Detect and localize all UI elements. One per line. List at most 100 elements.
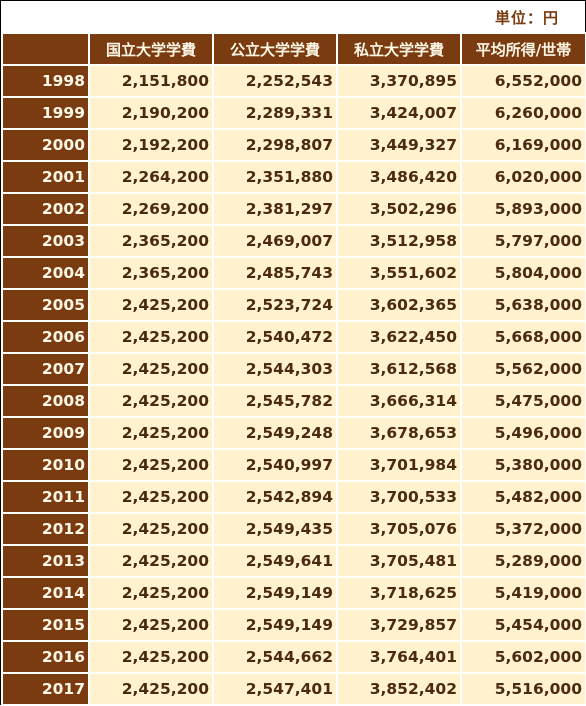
average-income-cell: 6,552,000 bbox=[460, 64, 586, 98]
private-tuition-cell: 3,705,076 bbox=[336, 512, 462, 546]
average-income-cell: 6,260,000 bbox=[460, 96, 586, 130]
year-cell: 2015 bbox=[1, 608, 90, 642]
public-tuition-cell: 2,540,472 bbox=[212, 320, 338, 354]
private-tuition-cell: 3,701,984 bbox=[336, 448, 462, 482]
national-tuition-cell: 2,425,200 bbox=[88, 512, 214, 546]
table-row: 2008 2,425,200 2,545,782 3,666,314 5,475,000 bbox=[1, 384, 586, 418]
year-cell: 2017 bbox=[1, 672, 90, 706]
year-cell: 2005 bbox=[1, 288, 90, 322]
year-cell: 2004 bbox=[1, 256, 90, 290]
private-tuition-cell: 3,678,653 bbox=[336, 416, 462, 450]
national-tuition-cell: 2,425,200 bbox=[88, 288, 214, 322]
year-cell: 2003 bbox=[1, 224, 90, 258]
table-row: 2011 2,425,200 2,542,894 3,700,533 5,482,000 bbox=[1, 480, 586, 514]
table-row: 2007 2,425,200 2,544,303 3,612,568 5,562,000 bbox=[1, 352, 586, 386]
table-row: 2005 2,425,200 2,523,724 3,602,365 5,638,000 bbox=[1, 288, 586, 322]
table-row: 2003 2,365,200 2,469,007 3,512,958 5,797,000 bbox=[1, 224, 586, 258]
unit-row: 単位：円 bbox=[1, 1, 585, 32]
private-tuition-cell: 3,852,402 bbox=[336, 672, 462, 706]
private-tuition-cell: 3,486,420 bbox=[336, 160, 462, 194]
unit-label: 単位：円 bbox=[494, 9, 559, 27]
private-tuition-cell: 3,370,895 bbox=[336, 64, 462, 98]
year-cell: 2013 bbox=[1, 544, 90, 578]
private-tuition-cell: 3,718,625 bbox=[336, 576, 462, 610]
average-income-cell: 5,475,000 bbox=[460, 384, 586, 418]
year-cell: 2010 bbox=[1, 448, 90, 482]
private-tuition-cell: 3,705,481 bbox=[336, 544, 462, 578]
year-cell: 2006 bbox=[1, 320, 90, 354]
average-income-cell: 5,496,000 bbox=[460, 416, 586, 450]
national-tuition-cell: 2,264,200 bbox=[88, 160, 214, 194]
average-income-cell: 5,419,000 bbox=[460, 576, 586, 610]
table-row: 2002 2,269,200 2,381,297 3,502,296 5,893,000 bbox=[1, 192, 586, 226]
public-tuition-cell: 2,544,662 bbox=[212, 640, 338, 674]
table-row: 2004 2,365,200 2,485,743 3,551,602 5,804,000 bbox=[1, 256, 586, 290]
national-tuition-cell: 2,151,800 bbox=[88, 64, 214, 98]
table-row: 2014 2,425,200 2,549,149 3,718,625 5,419,000 bbox=[1, 576, 586, 610]
header-corner bbox=[1, 32, 90, 66]
private-tuition-cell: 3,424,007 bbox=[336, 96, 462, 130]
table-row: 2015 2,425,200 2,549,149 3,729,857 5,454,000 bbox=[1, 608, 586, 642]
average-income-cell: 6,169,000 bbox=[460, 128, 586, 162]
national-tuition-cell: 2,365,200 bbox=[88, 256, 214, 290]
public-tuition-cell: 2,540,997 bbox=[212, 448, 338, 482]
average-income-cell: 5,516,000 bbox=[460, 672, 586, 706]
public-tuition-cell: 2,523,724 bbox=[212, 288, 338, 322]
table-row: 2000 2,192,200 2,298,807 3,449,327 6,169,000 bbox=[1, 128, 586, 162]
table-row: 1999 2,190,200 2,289,331 3,424,007 6,260,000 bbox=[1, 96, 586, 130]
year-cell: 2000 bbox=[1, 128, 90, 162]
private-tuition-cell: 3,602,365 bbox=[336, 288, 462, 322]
private-tuition-cell: 3,551,602 bbox=[336, 256, 462, 290]
public-tuition-cell: 2,547,401 bbox=[212, 672, 338, 706]
public-tuition-cell: 2,549,149 bbox=[212, 608, 338, 642]
private-tuition-cell: 3,666,314 bbox=[336, 384, 462, 418]
private-tuition-cell: 3,449,327 bbox=[336, 128, 462, 162]
national-tuition-cell: 2,425,200 bbox=[88, 352, 214, 386]
national-tuition-cell: 2,192,200 bbox=[88, 128, 214, 162]
table-body: 1998 2,151,800 2,252,543 3,370,895 6,552,000… bbox=[1, 64, 586, 706]
public-tuition-cell: 2,469,007 bbox=[212, 224, 338, 258]
table-row: 2012 2,425,200 2,549,435 3,705,076 5,372,000 bbox=[1, 512, 586, 546]
year-cell: 2009 bbox=[1, 416, 90, 450]
national-tuition-cell: 2,425,200 bbox=[88, 448, 214, 482]
table-row: 1998 2,151,800 2,252,543 3,370,895 6,552,000 bbox=[1, 64, 586, 98]
public-tuition-cell: 2,252,543 bbox=[212, 64, 338, 98]
average-income-cell: 5,454,000 bbox=[460, 608, 586, 642]
header-private-tuition: 私立大学学費 bbox=[336, 32, 462, 66]
average-income-cell: 5,804,000 bbox=[460, 256, 586, 290]
header-public-tuition: 公立大学学費 bbox=[212, 32, 338, 66]
national-tuition-cell: 2,425,200 bbox=[88, 480, 214, 514]
national-tuition-cell: 2,190,200 bbox=[88, 96, 214, 130]
year-cell: 2001 bbox=[1, 160, 90, 194]
average-income-cell: 5,289,000 bbox=[460, 544, 586, 578]
average-income-cell: 6,020,000 bbox=[460, 160, 586, 194]
table-row: 2017 2,425,200 2,547,401 3,852,402 5,516,000 bbox=[1, 672, 586, 706]
national-tuition-cell: 2,425,200 bbox=[88, 384, 214, 418]
national-tuition-cell: 2,365,200 bbox=[88, 224, 214, 258]
table-row: 2006 2,425,200 2,540,472 3,622,450 5,668,000 bbox=[1, 320, 586, 354]
average-income-cell: 5,562,000 bbox=[460, 352, 586, 386]
public-tuition-cell: 2,544,303 bbox=[212, 352, 338, 386]
average-income-cell: 5,893,000 bbox=[460, 192, 586, 226]
public-tuition-cell: 2,549,149 bbox=[212, 576, 338, 610]
header-average-income: 平均所得/世帯 bbox=[460, 32, 586, 66]
year-cell: 1999 bbox=[1, 96, 90, 130]
public-tuition-cell: 2,549,248 bbox=[212, 416, 338, 450]
public-tuition-cell: 2,545,782 bbox=[212, 384, 338, 418]
national-tuition-cell: 2,269,200 bbox=[88, 192, 214, 226]
private-tuition-cell: 3,729,857 bbox=[336, 608, 462, 642]
public-tuition-cell: 2,381,297 bbox=[212, 192, 338, 226]
header-national-tuition: 国立大学学費 bbox=[88, 32, 214, 66]
header-row: 国立大学学費 公立大学学費 私立大学学費 平均所得/世帯 bbox=[1, 32, 586, 66]
private-tuition-cell: 3,622,450 bbox=[336, 320, 462, 354]
average-income-cell: 5,380,000 bbox=[460, 448, 586, 482]
tuition-income-table: 国立大学学費 公立大学学費 私立大学学費 平均所得/世帯 1998 2,151,8… bbox=[1, 32, 586, 706]
average-income-cell: 5,372,000 bbox=[460, 512, 586, 546]
average-income-cell: 5,482,000 bbox=[460, 480, 586, 514]
year-cell: 2011 bbox=[1, 480, 90, 514]
private-tuition-cell: 3,700,533 bbox=[336, 480, 462, 514]
year-cell: 2007 bbox=[1, 352, 90, 386]
average-income-cell: 5,668,000 bbox=[460, 320, 586, 354]
public-tuition-cell: 2,298,807 bbox=[212, 128, 338, 162]
